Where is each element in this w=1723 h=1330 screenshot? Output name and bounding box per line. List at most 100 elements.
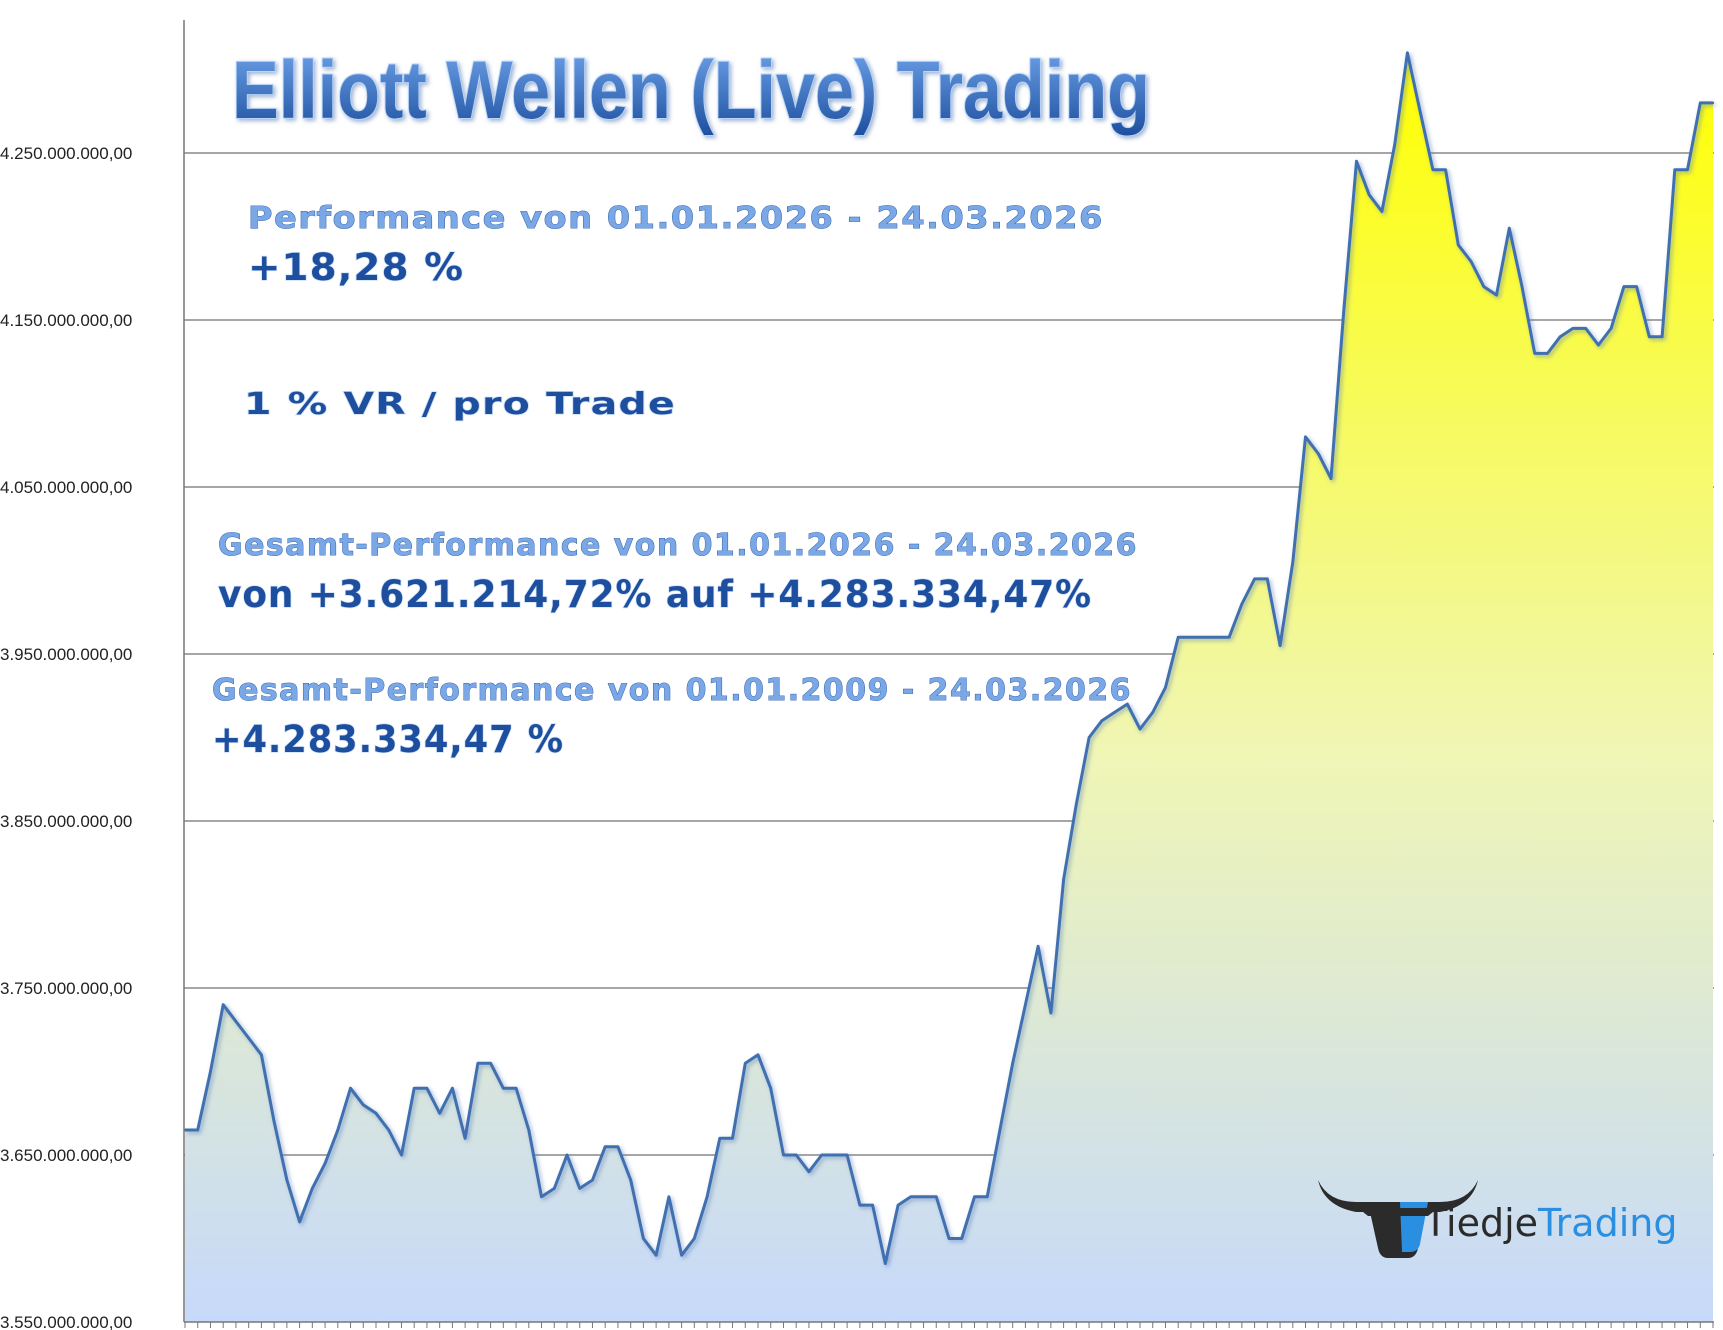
data-point xyxy=(1329,477,1333,480)
logo-word-dark: Tiedje xyxy=(1423,1201,1538,1245)
data-point xyxy=(705,1195,709,1198)
data-point xyxy=(1495,293,1498,297)
y-axis-labels: 3.550.000.000,00 3.650.000.000,00 3.750.00… xyxy=(0,144,132,1330)
data-point xyxy=(1266,577,1269,581)
data-point xyxy=(1215,636,1218,639)
data-point xyxy=(1151,711,1154,714)
data-point xyxy=(1100,719,1104,722)
data-point xyxy=(514,1087,518,1090)
total-performance-value-2: +4.283.334,47 % xyxy=(212,718,564,761)
data-point xyxy=(1520,285,1524,288)
data-point xyxy=(1444,168,1447,171)
y-tick-label: 3.750.000.000,00 xyxy=(0,979,132,998)
data-point xyxy=(1699,101,1702,105)
area-fill xyxy=(185,52,1713,1322)
data-point xyxy=(693,1237,696,1240)
data-point xyxy=(756,1053,760,1057)
data-point xyxy=(973,1195,976,1198)
data-point xyxy=(1622,285,1626,288)
y-tick-label: 3.950.000.000,00 xyxy=(0,645,132,664)
data-point xyxy=(654,1254,658,1257)
data-point xyxy=(1126,702,1129,706)
data-point xyxy=(1011,1061,1014,1065)
data-point xyxy=(807,1170,811,1173)
data-point xyxy=(1469,260,1473,263)
data-point xyxy=(1597,343,1600,347)
data-point xyxy=(604,1145,607,1148)
data-point xyxy=(1546,352,1549,355)
data-point xyxy=(731,1137,734,1140)
data-point xyxy=(1406,51,1409,54)
data-point xyxy=(858,1203,862,1207)
data-point xyxy=(1418,110,1422,113)
risk-label: 1 % VR / pro Trade xyxy=(244,387,676,422)
data-point xyxy=(1036,945,1040,948)
data-point xyxy=(1380,210,1384,213)
data-point xyxy=(272,1120,276,1123)
data-point xyxy=(998,1128,1002,1132)
data-point xyxy=(629,1178,632,1182)
data-point xyxy=(1317,452,1320,455)
performance-value: +18,28 % xyxy=(248,246,464,289)
data-point xyxy=(298,1220,301,1224)
data-point xyxy=(1635,285,1638,288)
data-point xyxy=(1062,878,1065,881)
data-point xyxy=(349,1087,352,1090)
data-point xyxy=(222,1003,225,1006)
data-point xyxy=(209,1070,212,1073)
data-point xyxy=(1686,168,1689,171)
chart-title: Elliott Wellen (Live) Trading xyxy=(232,45,1150,136)
data-point xyxy=(1253,577,1256,581)
data-point xyxy=(1711,101,1715,105)
total-performance-label-1: Gesamt-Performance von 01.01.2026 - 24.0… xyxy=(218,528,1138,563)
x-axis-ticks xyxy=(184,1322,1714,1328)
data-point xyxy=(247,1036,250,1040)
data-point xyxy=(311,1187,314,1190)
data-point xyxy=(285,1178,289,1182)
data-points xyxy=(183,51,1715,1265)
data-point xyxy=(1138,727,1142,731)
y-tick-label: 3.850.000.000,00 xyxy=(0,812,132,831)
data-point xyxy=(1393,143,1396,146)
data-point xyxy=(1240,602,1244,606)
data-point xyxy=(323,1162,327,1165)
data-point xyxy=(374,1112,378,1115)
data-point xyxy=(782,1153,785,1157)
data-point xyxy=(795,1153,798,1157)
data-point xyxy=(400,1153,403,1157)
data-point xyxy=(362,1103,365,1107)
total-performance-value-1: von +3.621.214,72% auf +4.283.334,47% xyxy=(218,573,1092,616)
data-point xyxy=(1087,736,1091,739)
data-point xyxy=(1660,335,1664,338)
data-point xyxy=(1189,636,1193,639)
data-point xyxy=(336,1128,339,1132)
data-point xyxy=(1024,1003,1027,1006)
logo-word-light: Trading xyxy=(1537,1201,1677,1245)
data-point xyxy=(1304,435,1307,439)
data-point xyxy=(1431,168,1435,171)
data-point xyxy=(1584,327,1587,330)
data-point xyxy=(642,1237,645,1240)
data-point xyxy=(667,1195,671,1198)
data-point xyxy=(1648,335,1651,338)
data-point xyxy=(909,1195,912,1198)
data-point xyxy=(871,1203,874,1207)
data-point xyxy=(845,1153,849,1157)
data-point xyxy=(947,1237,951,1240)
data-point xyxy=(718,1137,721,1140)
data-point xyxy=(680,1254,683,1257)
data-point xyxy=(1049,1011,1053,1015)
data-point xyxy=(1075,803,1078,806)
data-point xyxy=(884,1262,887,1265)
data-point xyxy=(234,1020,238,1023)
data-point xyxy=(616,1145,620,1148)
bull-head-icon xyxy=(1318,1180,1478,1258)
data-point xyxy=(260,1053,263,1057)
data-point xyxy=(1355,160,1358,163)
data-point xyxy=(425,1087,429,1090)
data-point xyxy=(387,1128,390,1132)
data-point xyxy=(565,1153,569,1157)
data-point xyxy=(578,1187,581,1190)
data-point xyxy=(1533,352,1536,355)
